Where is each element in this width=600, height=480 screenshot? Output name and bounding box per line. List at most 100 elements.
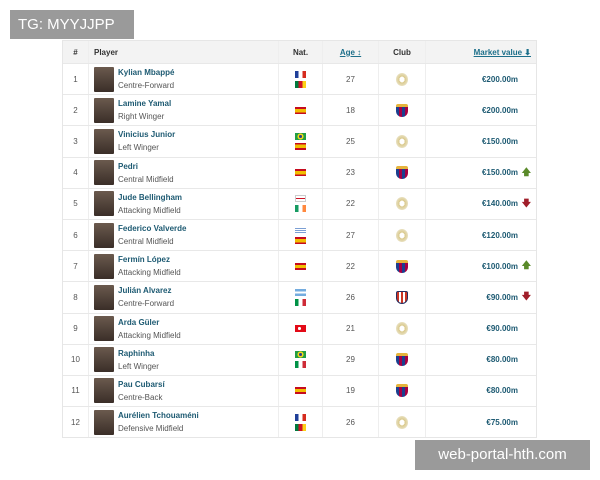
market-value-link[interactable]: €100.00m xyxy=(481,261,518,271)
player-name-link[interactable]: Federico Valverde xyxy=(118,224,187,234)
table-row: 2 Lamine Yamal Right Winger 18 €200.00m xyxy=(63,94,536,126)
players-table: # Player Nat. Age ↕ Club Market value ⬇ … xyxy=(62,40,537,439)
player-photo[interactable] xyxy=(94,160,114,186)
market-value-link[interactable]: €90.00m xyxy=(486,324,518,334)
rank: 8 xyxy=(63,282,89,313)
flag-brazil-icon xyxy=(295,132,306,140)
club-real-madrid-icon[interactable] xyxy=(396,197,408,211)
flag-italy-icon xyxy=(295,361,306,369)
nationality-flags xyxy=(279,64,323,95)
player-photo[interactable] xyxy=(94,378,114,404)
player-name-link[interactable]: Kylian Mbappé xyxy=(118,68,175,78)
rank: 3 xyxy=(63,126,89,157)
age: 26 xyxy=(323,282,379,313)
nationality-flags xyxy=(279,157,323,188)
club-barcelona-icon[interactable] xyxy=(396,384,408,398)
flag-spain-icon xyxy=(295,169,306,177)
market-value-link[interactable]: €75.00m xyxy=(486,417,518,427)
nationality-flags xyxy=(279,188,323,219)
player-photo[interactable] xyxy=(94,253,114,279)
club-real-madrid-icon[interactable] xyxy=(396,415,408,429)
club-atletico-madrid-icon[interactable] xyxy=(396,290,408,304)
player-photo[interactable] xyxy=(94,284,114,310)
market-value-link[interactable]: €120.00m xyxy=(481,230,518,240)
player-position: Left Winger xyxy=(118,143,159,153)
player-photo[interactable] xyxy=(94,316,114,342)
flag-spain-icon xyxy=(295,236,306,244)
player-name-link[interactable]: Vinicius Junior xyxy=(118,130,176,140)
market-value-link[interactable]: €90.00m xyxy=(486,292,518,302)
player-photo[interactable] xyxy=(94,222,114,248)
flag-argentina-icon xyxy=(295,288,306,296)
club-barcelona-icon[interactable] xyxy=(396,166,408,180)
rank: 10 xyxy=(63,344,89,375)
player-position: Left Winger xyxy=(118,361,159,371)
age: 18 xyxy=(323,95,379,126)
player-photo[interactable] xyxy=(94,191,114,217)
club-barcelona-icon[interactable] xyxy=(396,259,408,273)
sort-market-value-link[interactable]: Market value ⬇ xyxy=(473,47,531,57)
watermark-top-left: TG: MYYJJPP xyxy=(10,10,134,39)
player-photo[interactable] xyxy=(94,97,114,123)
player-position: Attacking Midfield xyxy=(118,205,181,215)
table-row: 7 Fermín López Attacking Midfield 22 €10… xyxy=(63,250,536,282)
player-name-link[interactable]: Fermín López xyxy=(118,255,171,265)
nationality-flags xyxy=(279,375,323,407)
market-value-link[interactable]: €200.00m xyxy=(481,105,518,115)
player-name-link[interactable]: Julián Alvarez xyxy=(118,286,172,296)
market-value-link[interactable]: €150.00m xyxy=(481,168,518,178)
flag-uruguay-icon xyxy=(295,226,306,234)
player-name-link[interactable]: Aurélien Tchouaméni xyxy=(118,411,199,421)
nationality-flags xyxy=(279,282,323,313)
rank: 12 xyxy=(63,407,89,438)
player-photo[interactable] xyxy=(94,347,114,373)
club-barcelona-icon[interactable] xyxy=(396,353,408,367)
market-value-link[interactable]: €200.00m xyxy=(481,74,518,84)
player-name-link[interactable]: Arda Güler xyxy=(118,317,160,327)
flag-spain-icon xyxy=(295,106,306,114)
rank: 9 xyxy=(63,313,89,344)
nationality-flags xyxy=(279,344,323,375)
flag-spain-icon xyxy=(295,387,306,395)
trend-up-icon: 🡅 xyxy=(521,166,531,177)
club-real-madrid-icon[interactable] xyxy=(396,322,408,336)
age: 26 xyxy=(323,407,379,438)
market-value-link[interactable]: €140.00m xyxy=(481,199,518,209)
rank: 7 xyxy=(63,251,89,282)
club-real-madrid-icon[interactable] xyxy=(396,228,408,242)
club-real-madrid-icon[interactable] xyxy=(396,134,408,148)
market-value-link[interactable]: €80.00m xyxy=(486,355,518,365)
player-photo[interactable] xyxy=(94,409,114,435)
market-value-link[interactable]: €150.00m xyxy=(481,136,518,146)
market-value-link[interactable]: €80.00m xyxy=(486,386,518,396)
player-name-link[interactable]: Pedri xyxy=(118,161,139,171)
nationality-flags xyxy=(279,219,323,251)
flag-ireland-icon xyxy=(295,205,306,213)
col-rank: # xyxy=(63,41,89,63)
player-photo[interactable] xyxy=(94,66,114,92)
player-photo[interactable] xyxy=(94,128,114,154)
player-position: Attacking Midfield xyxy=(118,268,181,278)
table-row: 4 Pedri Central Midfield 23 €150.00m 🡅 xyxy=(63,156,536,188)
trend-down-icon: 🡇 xyxy=(521,291,531,302)
table-row: 9 Arda Güler Attacking Midfield 21 €90.0… xyxy=(63,312,536,344)
player-name-link[interactable]: Pau Cubarsí xyxy=(118,379,165,389)
player-name-link[interactable]: Raphinha xyxy=(118,348,155,358)
flag-france-icon xyxy=(295,70,306,78)
player-position: Right Winger xyxy=(118,112,165,122)
table-row: 8 Julián Alvarez Centre-Forward 26 €90.0… xyxy=(63,281,536,313)
table-header: # Player Nat. Age ↕ Club Market value ⬇ xyxy=(63,41,536,63)
club-barcelona-icon[interactable] xyxy=(396,103,408,117)
table-row: 12 Aurélien Tchouaméni Defensive Midfiel… xyxy=(63,406,536,438)
club-real-madrid-icon[interactable] xyxy=(396,72,408,86)
age: 27 xyxy=(323,219,379,251)
player-name-link[interactable]: Jude Bellingham xyxy=(118,192,183,202)
col-club: Club xyxy=(379,41,426,63)
player-name-link[interactable]: Lamine Yamal xyxy=(118,99,172,109)
sort-age-link[interactable]: Age ↕ xyxy=(339,47,362,57)
col-player: Player xyxy=(89,41,279,63)
age: 22 xyxy=(323,188,379,219)
table-row: 1 Kylian Mbappé Centre-Forward 27 €200.0… xyxy=(63,63,536,95)
age: 23 xyxy=(323,157,379,188)
flag-spain-icon xyxy=(295,262,306,270)
